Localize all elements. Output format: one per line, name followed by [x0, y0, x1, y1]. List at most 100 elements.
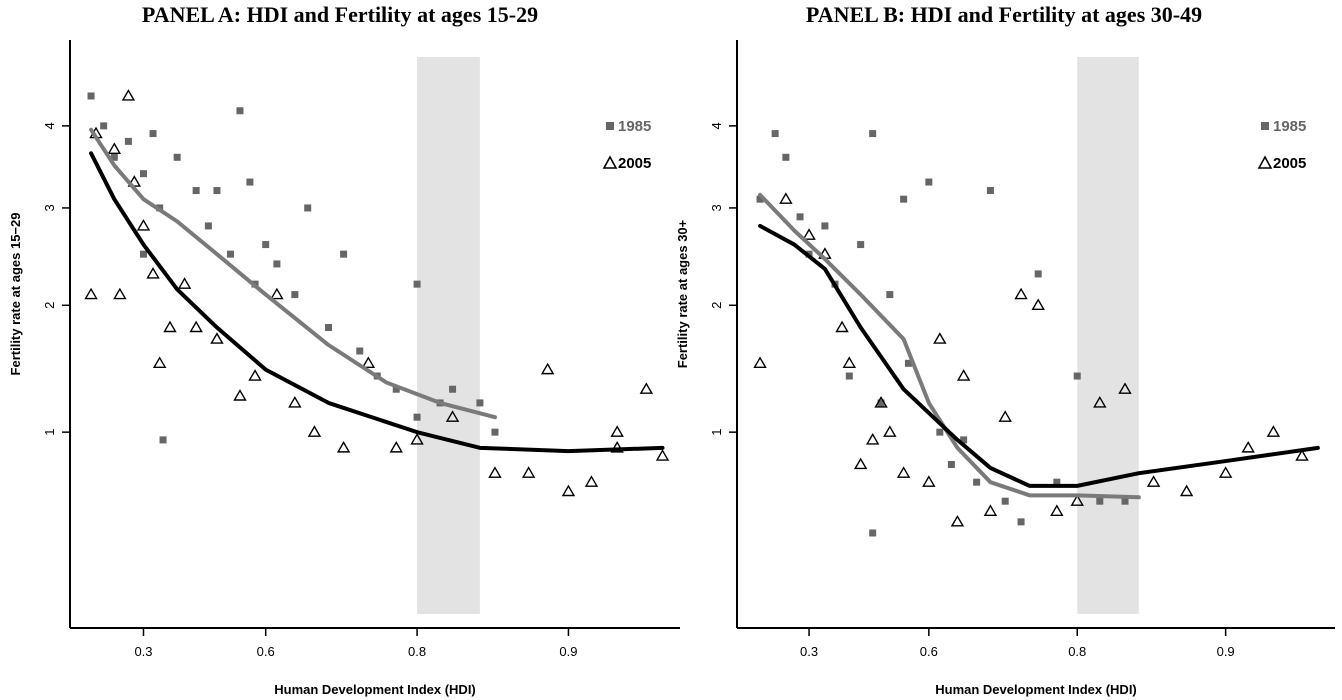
y-tick-label: 4	[42, 122, 57, 129]
point	[842, 356, 857, 369]
point	[173, 153, 181, 161]
point	[584, 475, 599, 487]
x-tick-label: 0.6	[920, 644, 938, 659]
point	[1001, 497, 1009, 505]
point	[1053, 478, 1061, 486]
point	[236, 107, 244, 115]
point	[87, 92, 95, 100]
chart-title: PANEL A: HDI and Fertility at ages 15-29	[142, 2, 538, 27]
point	[177, 277, 192, 289]
point	[445, 410, 460, 422]
point	[1050, 504, 1064, 516]
point	[149, 130, 157, 138]
shaded-band	[1077, 57, 1139, 614]
point	[610, 440, 624, 453]
point	[146, 267, 160, 279]
point	[84, 287, 98, 300]
point	[1121, 497, 1129, 505]
point	[973, 478, 981, 486]
point	[998, 410, 1012, 422]
point	[936, 428, 944, 436]
point	[753, 356, 767, 369]
point	[136, 219, 151, 231]
point	[340, 250, 348, 258]
point	[226, 250, 234, 258]
point	[853, 457, 868, 470]
point	[392, 385, 400, 393]
point	[610, 425, 624, 437]
x-tick-label: 0.8	[408, 644, 426, 659]
point	[262, 241, 270, 249]
point	[960, 436, 968, 444]
point	[139, 170, 147, 178]
point	[100, 122, 108, 130]
point	[192, 187, 200, 195]
point	[113, 287, 127, 300]
point	[869, 529, 877, 537]
point	[1118, 382, 1132, 394]
point	[210, 332, 224, 344]
point	[874, 396, 888, 408]
point	[1017, 518, 1025, 526]
point	[1146, 475, 1161, 487]
point	[449, 385, 457, 393]
y-tick-label: 1	[42, 429, 57, 436]
legend-marker	[1261, 122, 1269, 130]
point	[561, 484, 576, 497]
point	[821, 222, 829, 230]
point	[771, 130, 779, 138]
point	[248, 369, 262, 381]
point	[782, 153, 790, 161]
point	[325, 324, 333, 332]
legend-marker	[606, 122, 614, 130]
point	[655, 449, 670, 461]
point	[1014, 287, 1028, 300]
point	[413, 280, 421, 288]
y-axis-label: Fertility rate at ages 30+	[675, 219, 690, 368]
point	[1096, 497, 1104, 505]
point	[1031, 298, 1045, 310]
legend-label: 1985	[1273, 118, 1306, 135]
smooth-line	[758, 192, 1141, 500]
point	[639, 382, 654, 394]
point	[896, 466, 911, 478]
x-tick-label: 0.3	[134, 644, 152, 659]
point	[933, 332, 947, 344]
point	[956, 369, 971, 381]
point	[121, 89, 136, 101]
x-tick-label: 0.8	[1068, 644, 1086, 659]
point	[336, 440, 351, 453]
x-tick-label: 0.9	[1217, 644, 1235, 659]
y-tick-label: 2	[709, 302, 724, 309]
point	[1218, 466, 1233, 478]
smooth-line	[89, 127, 497, 420]
point	[413, 413, 421, 421]
point	[540, 362, 555, 375]
point	[488, 466, 502, 478]
point	[1241, 440, 1255, 453]
point	[950, 514, 965, 527]
point	[883, 425, 897, 437]
point	[756, 195, 764, 203]
point	[389, 440, 403, 453]
point	[1070, 494, 1084, 506]
point	[869, 130, 877, 138]
point	[904, 359, 912, 367]
point	[802, 228, 816, 240]
point	[947, 460, 955, 468]
point	[189, 320, 203, 333]
point	[845, 372, 853, 380]
point	[925, 178, 933, 186]
x-axis-label: Human Development Index (HDI)	[274, 682, 476, 697]
legend-label: 2005	[618, 155, 651, 172]
point	[107, 142, 122, 154]
point	[886, 291, 894, 299]
legend-marker	[602, 155, 618, 169]
x-tick-label: 0.3	[800, 644, 818, 659]
legend-marker	[1257, 155, 1273, 169]
y-tick-label: 1	[709, 429, 724, 436]
point	[304, 204, 312, 212]
chart-title: PANEL B: HDI and Fertility at ages 30-49	[806, 2, 1202, 27]
point	[246, 178, 254, 186]
